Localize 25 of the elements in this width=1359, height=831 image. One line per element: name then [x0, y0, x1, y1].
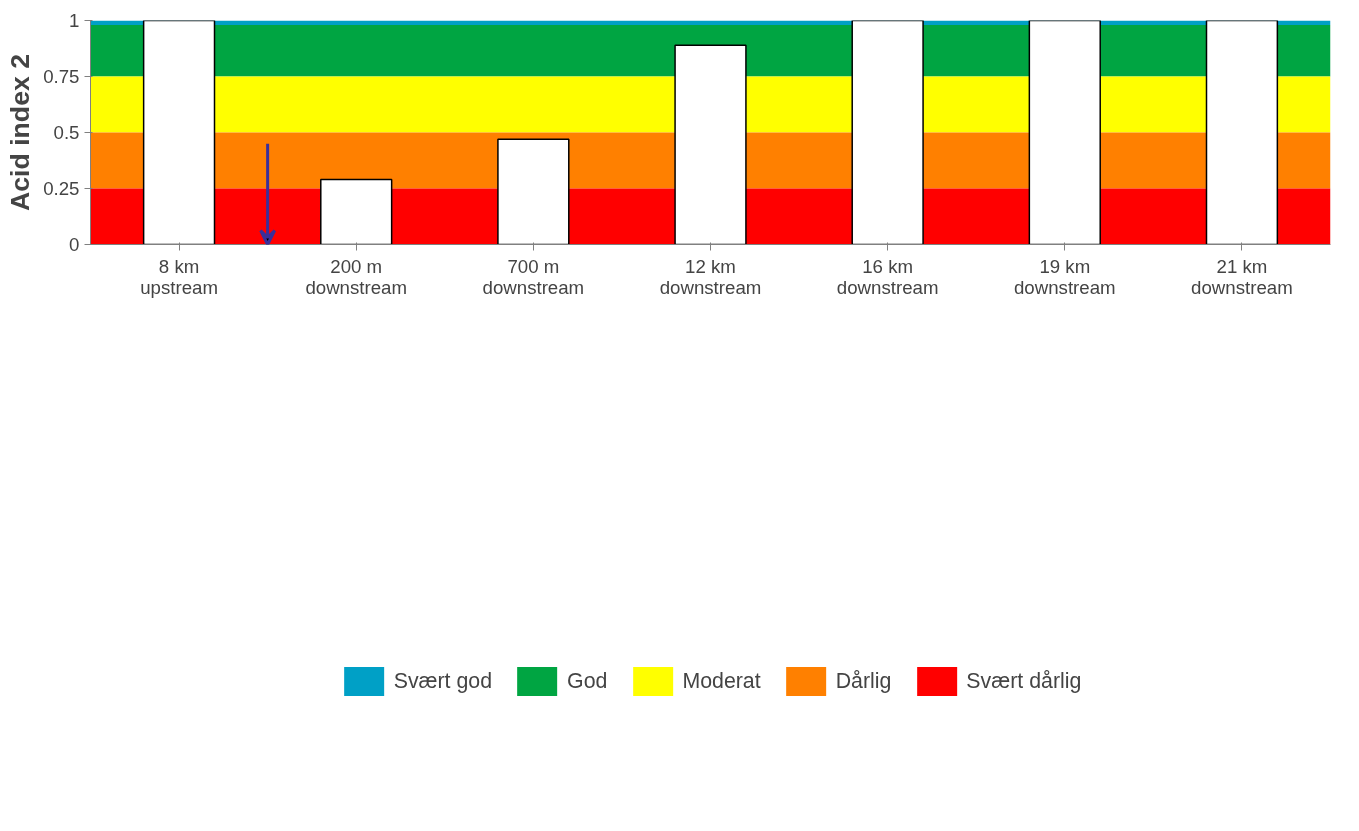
x-tick-label: 700 m downstream — [482, 255, 585, 298]
bar — [1028, 20, 1101, 245]
bar — [1205, 20, 1279, 245]
legend-label: God — [567, 668, 608, 694]
y-axis-title: Acid index 2 — [5, 53, 36, 212]
y-tick-label: 0.75 — [43, 66, 80, 87]
x-tick-label: 19 km downstream — [1013, 255, 1116, 298]
x-tick-label: 200 m downstream — [305, 255, 408, 298]
bar — [497, 138, 570, 245]
y-tick-label: 1 — [69, 10, 80, 31]
bar — [851, 20, 924, 245]
bar — [320, 178, 393, 245]
y-tick-label: 0 — [69, 234, 80, 255]
bar — [142, 20, 216, 245]
y-tick-label: 0.5 — [53, 122, 80, 143]
y-tick-label: 0.25 — [43, 178, 80, 199]
bar — [674, 44, 747, 245]
x-tick-label: 8 km upstream — [140, 255, 218, 298]
legend-label: Svært god — [393, 668, 493, 694]
x-tick-label: 12 km downstream — [659, 255, 762, 298]
legend-label: Dårlig — [835, 668, 892, 694]
x-tick-label: 21 km downstream — [1191, 255, 1293, 298]
x-tick-label: 16 km downstream — [836, 255, 939, 298]
legend-label: Svært dårlig — [966, 668, 1082, 694]
legend-label: Moderat — [682, 668, 761, 694]
